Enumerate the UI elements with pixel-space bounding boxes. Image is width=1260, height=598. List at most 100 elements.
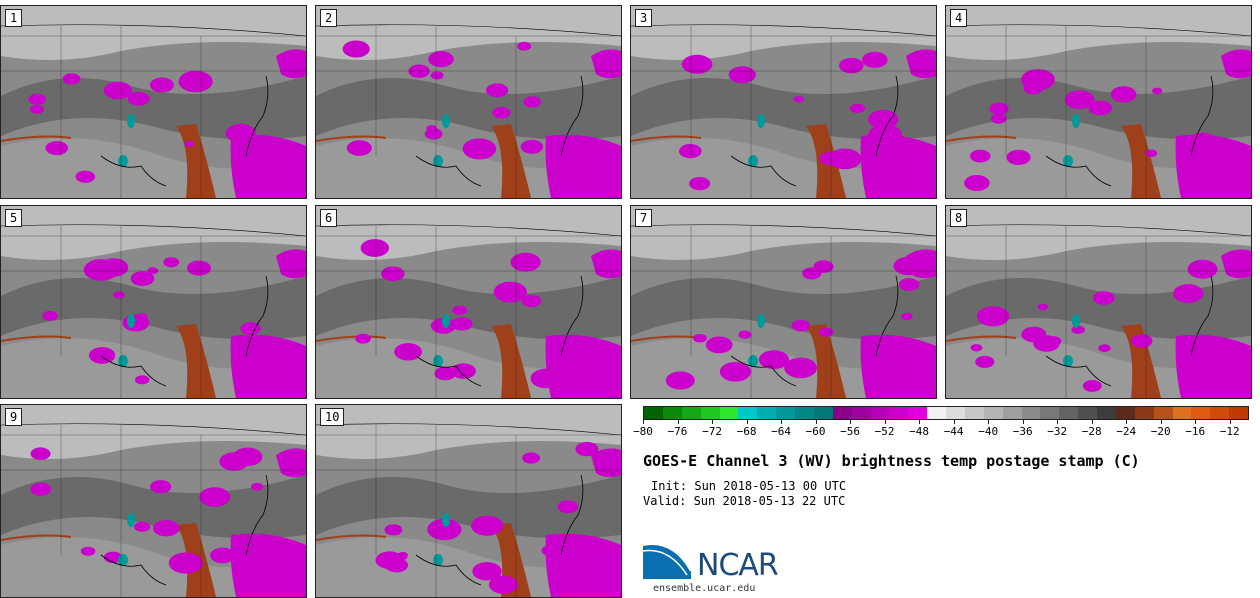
colorbar-segment: [1153, 407, 1173, 419]
colorbar-segment: [1134, 407, 1154, 419]
colorbar-segment: [1021, 407, 1041, 419]
panel-number: 9: [5, 408, 23, 426]
colorbar-tick: [1160, 420, 1162, 424]
colorbar-segment: [1115, 407, 1135, 419]
colorbar-segment: [832, 407, 852, 419]
colorbar-segment: [1210, 407, 1230, 419]
colorbar-segment: [1059, 407, 1079, 419]
colorbar-tick: [1126, 420, 1128, 424]
colorbar: [643, 406, 1249, 420]
panel-5: 5: [0, 205, 307, 399]
panel-map: [1, 6, 306, 198]
panel-map: [946, 206, 1251, 398]
colorbar-segment: [681, 407, 701, 419]
colorbar-tick: [1195, 420, 1197, 424]
panel-number: 2: [320, 9, 338, 27]
panel-map: [316, 206, 621, 398]
colorbar-segment: [1229, 407, 1248, 419]
panel-map: [316, 6, 621, 198]
colorbar-segment: [983, 407, 1003, 419]
colorbar-segment: [700, 407, 720, 419]
colorbar-tick: [712, 420, 714, 424]
colorbar-segment: [795, 407, 814, 419]
panel-4: 4: [945, 5, 1252, 199]
panel-9: 9: [0, 404, 307, 598]
colorbar-segment: [738, 407, 758, 419]
figure-title: GOES-E Channel 3 (WV) brightness temp po…: [643, 452, 1140, 470]
panel-map: [946, 6, 1251, 198]
colorbar-tick: [643, 420, 644, 424]
panel-8: 8: [945, 205, 1252, 399]
panel-number: 8: [950, 209, 968, 227]
ncar-logo-icon: [643, 543, 692, 579]
panel-3: 3: [630, 5, 937, 199]
colorbar-segment: [662, 407, 682, 419]
colorbar-tick: [884, 420, 886, 424]
panel-number: 6: [320, 209, 338, 227]
colorbar-ticks: −80 −76 −72 −68 −64 −60 −56 −52 −48 −44 −40 −36 −32−…: [633, 420, 1249, 450]
colorbar-tick-label: −72: [702, 425, 722, 438]
panel-2: 2: [315, 5, 622, 199]
colorbar-tick-label: −24: [1116, 425, 1137, 438]
colorbar-tick-label: −80: [633, 425, 653, 438]
colorbar-segment: [757, 407, 777, 419]
colorbar-segment: [1002, 407, 1022, 419]
colorbar-tick: [1022, 420, 1024, 424]
colorbar-segment: [889, 407, 909, 419]
colorbar-segment: [1172, 407, 1192, 419]
colorbar-tick: [815, 420, 817, 424]
colorbar-segment: [719, 407, 739, 419]
colorbar-tick-label: −12: [1219, 425, 1240, 438]
panel-number: 1: [5, 9, 23, 27]
colorbar-tick: [1091, 420, 1093, 424]
panel-1: 1: [0, 5, 307, 199]
panel-10: 10: [315, 404, 622, 598]
colorbar-tick: [781, 420, 783, 424]
site-url: ensemble.ucar.edu: [653, 583, 756, 594]
colorbar-tick-label: −68: [736, 425, 757, 438]
panel-6: 6: [315, 205, 622, 399]
colorbar-tick-label: −28: [1081, 425, 1102, 438]
colorbar-tick-label: −40: [978, 425, 999, 438]
colorbar-tick: [919, 420, 921, 424]
colorbar-tick-label: −16: [1185, 425, 1206, 438]
colorbar-tick-label: −56: [840, 425, 861, 438]
colorbar-tick: [1057, 420, 1059, 424]
colorbar-segment: [813, 407, 833, 419]
panel-map: [1, 405, 306, 597]
colorbar-segment: [927, 407, 946, 419]
colorbar-tick: [746, 420, 748, 424]
panel-map: [631, 6, 936, 198]
panel-7: 7: [630, 205, 937, 399]
panel-map: [631, 206, 936, 398]
panel-number: 3: [635, 9, 653, 27]
colorbar-segment: [1097, 407, 1116, 419]
colorbar-segment: [964, 407, 984, 419]
colorbar-tick: [850, 420, 852, 424]
colorbar-segment: [908, 407, 928, 419]
colorbar-tick-label: −44: [943, 425, 964, 438]
colorbar-tick: [1229, 420, 1231, 424]
colorbar-tick-label: −48: [909, 425, 930, 438]
colorbar-segment: [946, 407, 965, 419]
colorbar-segment: [851, 407, 871, 419]
colorbar-tick-label: −36: [1012, 425, 1033, 438]
panel-number: 4: [950, 9, 968, 27]
colorbar-tick-label: −52: [874, 425, 895, 438]
colorbar-segment: [1040, 407, 1060, 419]
colorbar-tick: [988, 420, 990, 424]
panel-number: 5: [5, 209, 23, 227]
colorbar-tick-label: −76: [667, 425, 688, 438]
colorbar-tick: [677, 420, 679, 424]
panel-map: [316, 405, 621, 597]
panel-number: 7: [635, 209, 653, 227]
colorbar-segment: [776, 407, 795, 419]
panel-map: [1, 206, 306, 398]
colorbar-segment: [1078, 407, 1097, 419]
colorbar-segment: [1191, 407, 1211, 419]
ncar-logo-text: NCAR: [697, 548, 779, 583]
panel-number: 10: [320, 408, 345, 426]
colorbar-tick-label: −20: [1150, 425, 1171, 438]
colorbar-segment: [870, 407, 890, 419]
colorbar-tick-label: −32: [1047, 425, 1068, 438]
